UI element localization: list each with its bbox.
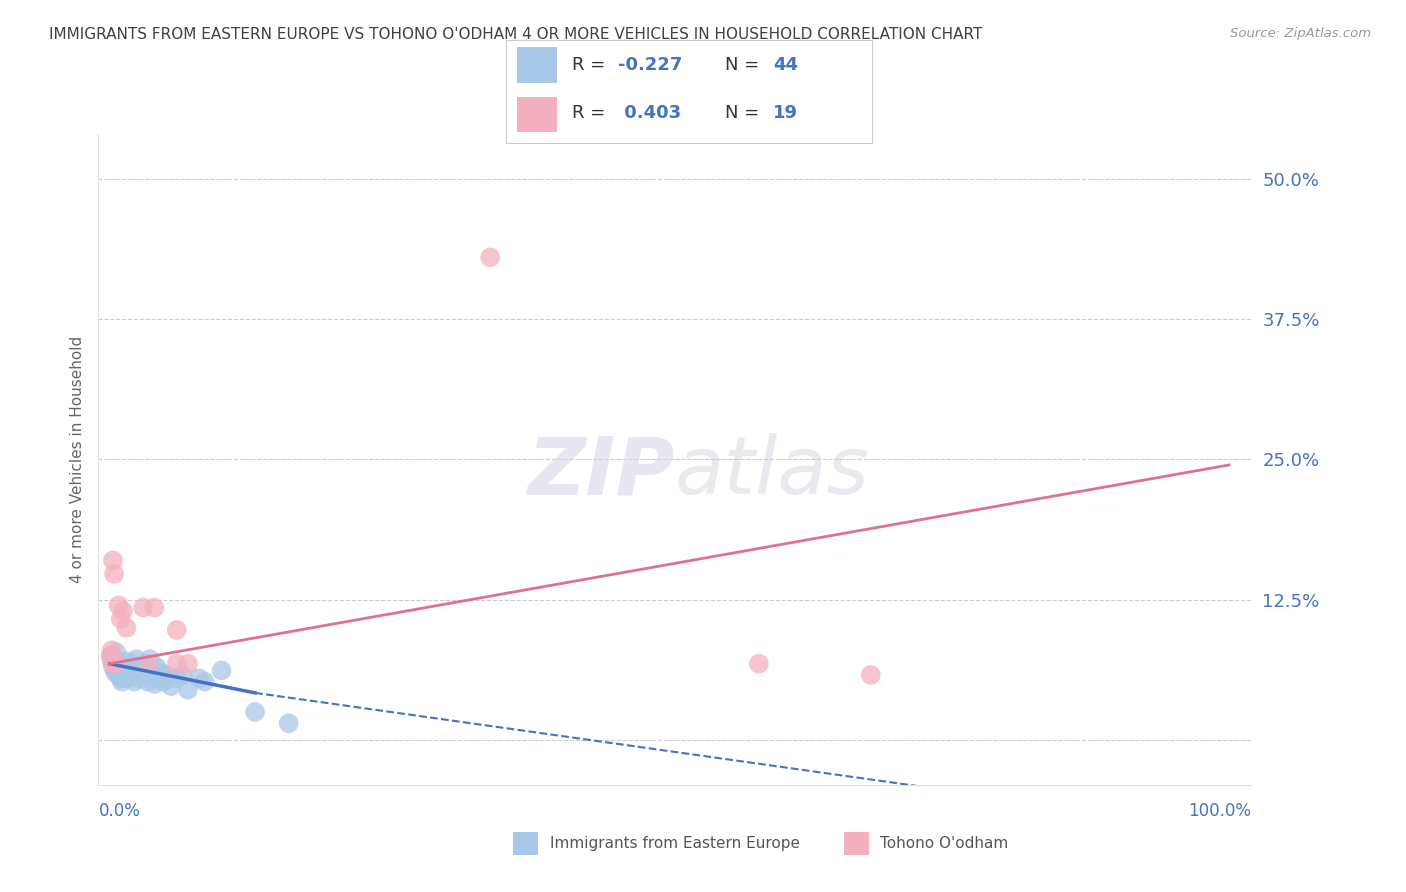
Point xyxy=(114,668,136,682)
Point xyxy=(138,657,160,671)
Text: 19: 19 xyxy=(773,104,799,122)
Point xyxy=(143,677,166,691)
Point xyxy=(160,679,183,693)
Point xyxy=(128,671,150,685)
Text: IMMIGRANTS FROM EASTERN EUROPE VS TOHONO O'ODHAM 4 OR MORE VEHICLES IN HOUSEHOLD: IMMIGRANTS FROM EASTERN EUROPE VS TOHONO… xyxy=(49,27,983,42)
Point xyxy=(145,660,167,674)
Point xyxy=(141,668,163,682)
Text: N =: N = xyxy=(725,56,765,74)
Point xyxy=(132,600,155,615)
Y-axis label: 4 or more Vehicles in Household: 4 or more Vehicles in Household xyxy=(69,335,84,583)
Point xyxy=(194,674,217,689)
Point xyxy=(479,250,502,264)
Point xyxy=(177,682,200,697)
Point xyxy=(107,664,129,678)
Point xyxy=(101,660,124,674)
Text: 100.0%: 100.0% xyxy=(1188,802,1251,820)
Point xyxy=(117,671,139,685)
Point xyxy=(129,660,152,674)
Text: 0.0%: 0.0% xyxy=(98,802,141,820)
Text: R =: R = xyxy=(572,56,612,74)
Point xyxy=(143,600,166,615)
Point xyxy=(748,657,770,671)
Text: Source: ZipAtlas.com: Source: ZipAtlas.com xyxy=(1230,27,1371,40)
Point xyxy=(859,668,882,682)
Point xyxy=(211,664,233,678)
Point xyxy=(155,668,177,682)
Point xyxy=(101,657,124,671)
Point xyxy=(115,655,138,669)
Text: 44: 44 xyxy=(773,56,799,74)
Point xyxy=(110,612,132,626)
Point xyxy=(101,643,124,657)
Text: 0.403: 0.403 xyxy=(617,104,681,122)
Text: N =: N = xyxy=(725,104,765,122)
Point xyxy=(108,660,131,674)
Point xyxy=(139,652,162,666)
Point xyxy=(150,665,173,680)
Point xyxy=(104,657,127,671)
Point xyxy=(110,671,132,685)
Text: Immigrants from Eastern Europe: Immigrants from Eastern Europe xyxy=(550,836,800,851)
Bar xyxy=(517,47,557,83)
Point xyxy=(110,668,132,682)
Point xyxy=(122,674,145,689)
Point xyxy=(277,716,299,731)
Point xyxy=(101,655,124,669)
Point xyxy=(177,657,200,671)
Point xyxy=(103,657,125,671)
Point xyxy=(152,674,174,689)
Point xyxy=(118,664,141,678)
Point xyxy=(166,623,188,637)
Text: ZIP: ZIP xyxy=(527,434,675,511)
Point xyxy=(112,665,135,680)
Point xyxy=(104,665,127,680)
Point xyxy=(166,671,188,685)
Bar xyxy=(517,96,557,132)
Point xyxy=(134,657,156,671)
Text: R =: R = xyxy=(572,104,612,122)
Point xyxy=(188,671,211,685)
Point xyxy=(107,668,129,682)
Text: atlas: atlas xyxy=(675,434,870,511)
Point xyxy=(115,621,138,635)
Point xyxy=(107,599,129,613)
Point xyxy=(166,657,188,671)
Text: -0.227: -0.227 xyxy=(617,56,682,74)
Point xyxy=(112,604,135,618)
Point xyxy=(101,553,124,567)
Point xyxy=(111,674,134,689)
Point xyxy=(103,566,125,581)
Point xyxy=(132,665,155,680)
Point xyxy=(121,657,143,671)
Point xyxy=(148,671,170,685)
Point xyxy=(136,674,159,689)
Text: Tohono O'odham: Tohono O'odham xyxy=(880,836,1008,851)
Point xyxy=(105,645,128,659)
Point xyxy=(243,705,266,719)
Point xyxy=(112,660,135,674)
Point xyxy=(100,648,122,663)
Point xyxy=(172,668,194,682)
Point xyxy=(104,652,127,666)
Point xyxy=(125,652,148,666)
Point xyxy=(100,648,122,663)
